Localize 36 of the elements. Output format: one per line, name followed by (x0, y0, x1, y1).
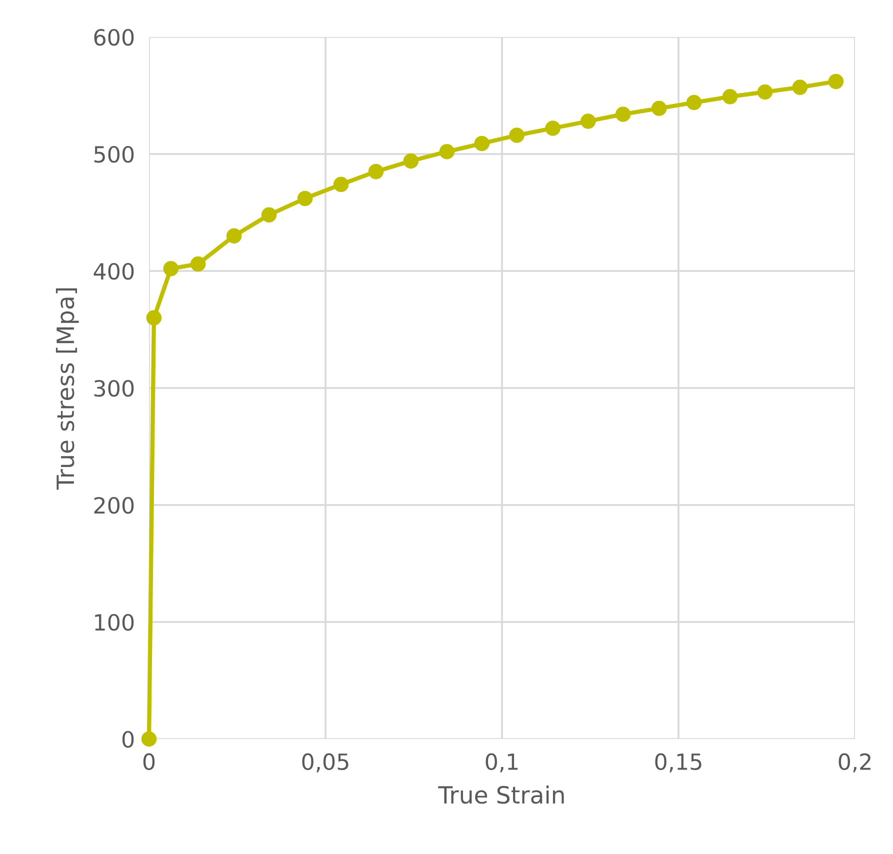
x-tick-label: 0,1 (486, 753, 518, 772)
x-tick-label: 0,2 (838, 753, 870, 772)
y-tick-label: 100 (95, 614, 134, 631)
x-axis-title: True Strain (438, 786, 564, 804)
x-tick-label: 0,15 (655, 753, 702, 772)
y-tick-label: 300 (94, 380, 134, 397)
point (439, 144, 455, 160)
point (146, 310, 162, 326)
point (261, 207, 277, 222)
y-tick-label: 500 (94, 146, 134, 163)
point (686, 94, 702, 110)
point (828, 74, 844, 90)
point (651, 100, 667, 116)
y-tick-label: 0 (122, 730, 134, 748)
point (403, 153, 419, 169)
point (297, 190, 313, 206)
point (580, 114, 596, 129)
point (792, 80, 808, 95)
x-tick-label: 0 (143, 753, 155, 770)
point (163, 261, 179, 276)
point (615, 106, 631, 122)
point (141, 731, 157, 747)
y-tick-label: 400 (94, 262, 134, 280)
point (509, 128, 524, 143)
point (368, 164, 384, 180)
point (226, 228, 242, 244)
point (757, 84, 773, 100)
point (545, 120, 560, 136)
y-tick-label: 200 (94, 496, 134, 514)
x-tick-label: 0,05 (302, 753, 348, 772)
point (722, 89, 738, 104)
y-tick-label: 600 (94, 28, 134, 46)
y-axis-title: True stress [Mpa] (56, 288, 79, 490)
point (190, 256, 206, 272)
point (333, 176, 349, 192)
point (474, 136, 490, 152)
